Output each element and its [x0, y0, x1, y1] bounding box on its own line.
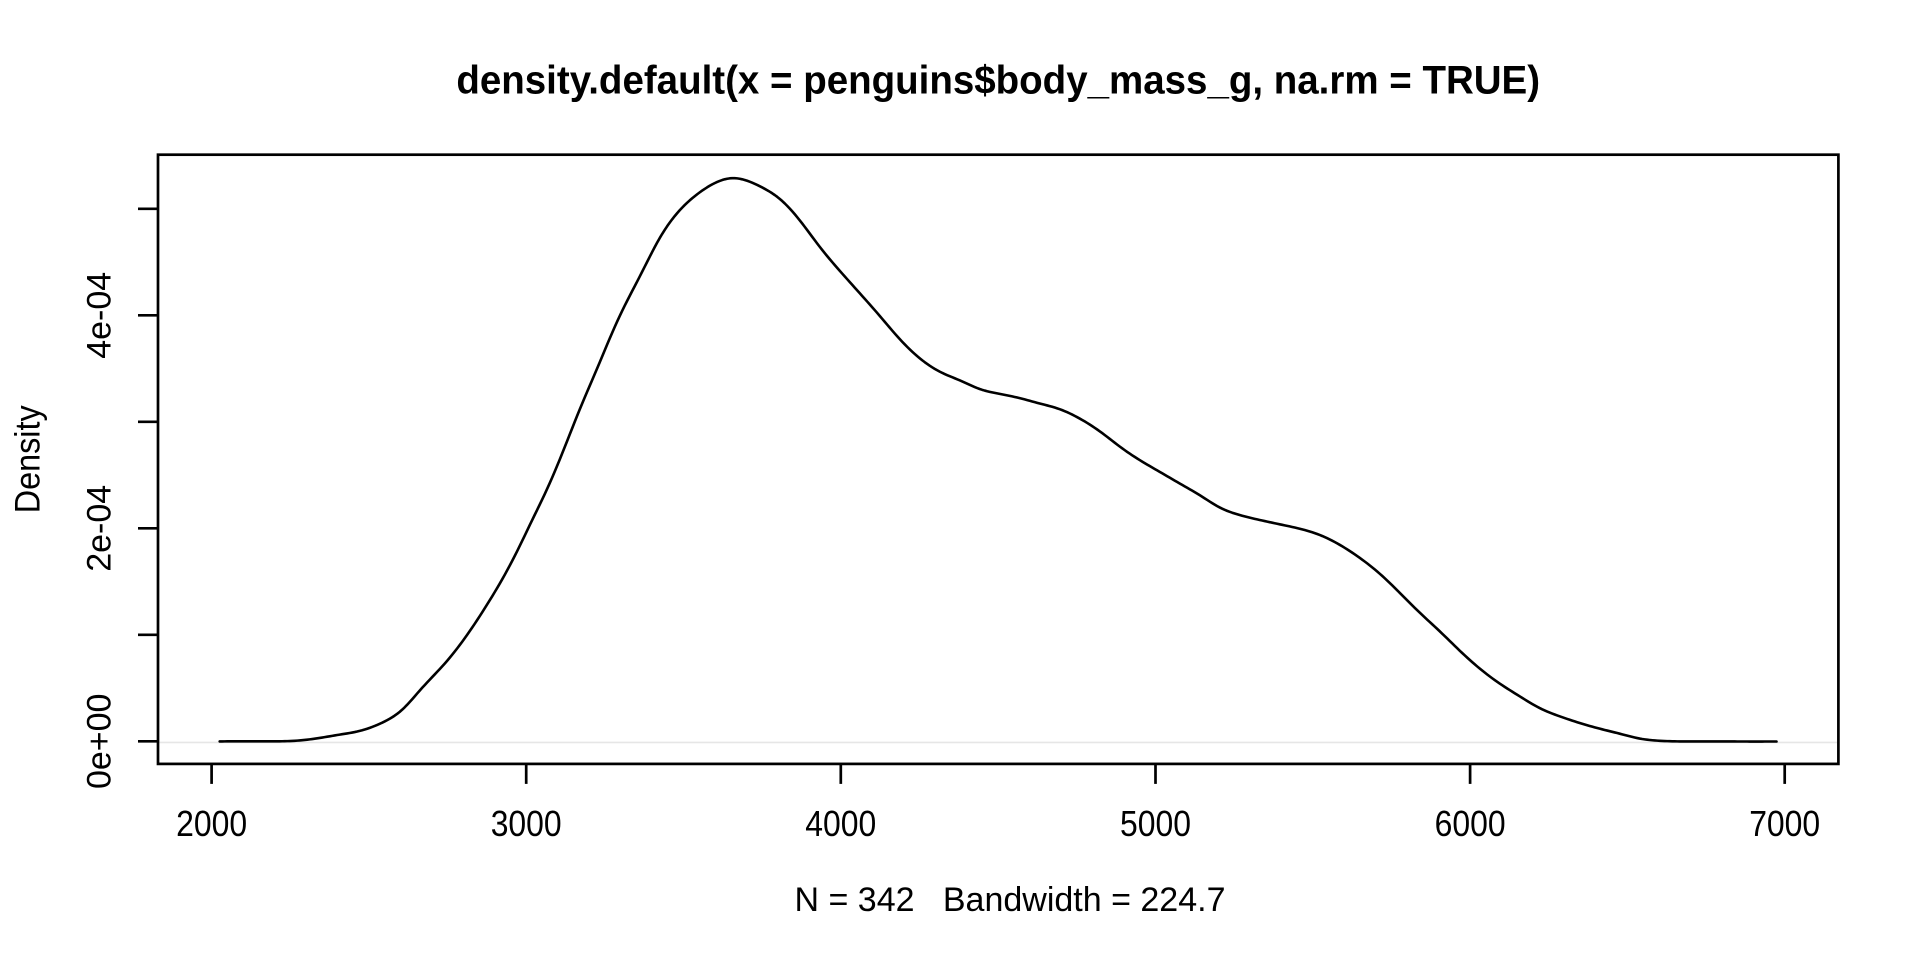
- svg-text:density.default(x = penguins$b: density.default(x = penguins$body_mass_g…: [456, 58, 1540, 102]
- svg-text:2e-04: 2e-04: [81, 485, 119, 572]
- svg-text:N = 342 Bandwidth = 224.7: N = 342 Bandwidth = 224.7: [795, 881, 1226, 919]
- svg-text:5000: 5000: [1120, 803, 1191, 844]
- svg-text:Density: Density: [8, 405, 47, 513]
- svg-text:4000: 4000: [805, 803, 876, 844]
- svg-text:6000: 6000: [1435, 803, 1506, 844]
- svg-text:2000: 2000: [176, 803, 247, 844]
- svg-text:3000: 3000: [491, 803, 562, 844]
- svg-text:0e+00: 0e+00: [81, 694, 119, 790]
- svg-text:7000: 7000: [1749, 803, 1820, 844]
- svg-text:4e-04: 4e-04: [81, 272, 119, 359]
